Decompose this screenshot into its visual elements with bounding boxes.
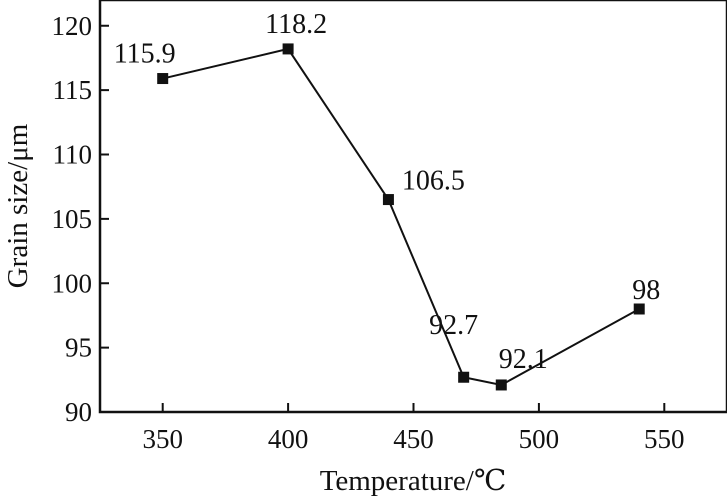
series-polyline (162, 47, 640, 387)
y-tick-label: 95 (65, 333, 92, 363)
x-tick-label: 450 (393, 424, 434, 454)
y-tick-label: 110 (53, 140, 93, 170)
data-label: 92.1 (499, 344, 548, 375)
data-point (495, 379, 507, 391)
y-tick-label: 105 (52, 204, 93, 234)
data-label: 98 (632, 275, 660, 306)
x-axis-title: Temperature/℃ (320, 465, 507, 497)
series-line (162, 47, 640, 387)
x-tick-label: 500 (519, 424, 560, 454)
x-tick-label: 550 (644, 424, 685, 454)
x-axis-ticks: 350 400 450 500 550 (142, 403, 685, 454)
data-label: 92.7 (429, 310, 478, 341)
data-point (282, 43, 294, 55)
data-labels: 115.9 118.2 106.5 92.7 92.1 98 (114, 9, 661, 375)
data-point (382, 194, 394, 206)
y-tick-label: 120 (52, 11, 93, 41)
data-label: 106.5 (402, 166, 465, 197)
x-tick-label: 400 (268, 424, 309, 454)
y-axis-ticks: 90 95 100 105 110 115 120 (52, 11, 109, 427)
y-tick-label: 115 (53, 75, 93, 105)
y-tick-label: 100 (52, 268, 93, 298)
data-point (157, 73, 169, 85)
plot-frame (98, 0, 727, 414)
data-label: 118.2 (265, 9, 327, 40)
series-markers (157, 43, 645, 391)
y-tick-label: 90 (65, 397, 92, 427)
data-point (458, 371, 470, 383)
y-axis-title: Grain size/μm (2, 123, 34, 288)
data-point (633, 303, 645, 315)
x-tick-label: 350 (142, 424, 183, 454)
data-label: 115.9 (114, 39, 176, 70)
